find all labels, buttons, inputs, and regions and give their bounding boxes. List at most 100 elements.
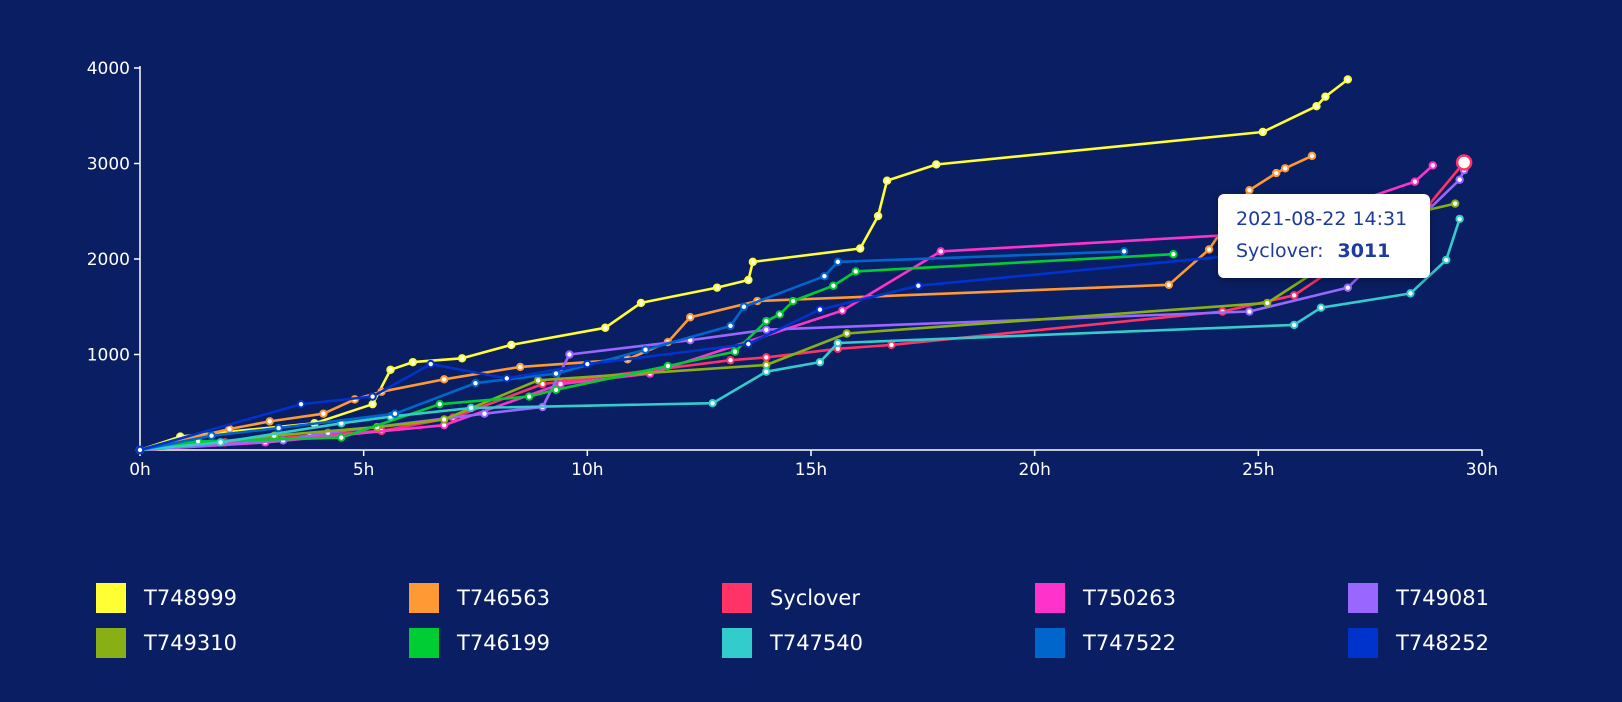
data-point[interactable] [762,360,771,370]
data-point[interactable] [1410,177,1420,186]
data-point[interactable] [842,329,851,338]
data-point[interactable] [873,211,883,221]
data-point[interactable] [1312,102,1321,111]
data-point[interactable] [274,423,283,433]
series-line[interactable] [139,252,1174,452]
series-t748252[interactable] [135,249,1263,455]
data-point[interactable] [1450,199,1460,208]
data-point[interactable] [726,321,735,331]
legend-item-t748252[interactable]: T748252 [1348,628,1489,658]
data-point[interactable] [1406,289,1415,298]
data-point[interactable] [663,361,673,371]
data-point[interactable] [856,244,865,253]
data-point[interactable] [435,399,444,409]
data-point[interactable] [368,399,377,409]
data-point[interactable] [386,365,395,374]
data-point[interactable] [466,403,476,413]
legend-item-t749081[interactable]: T749081 [1348,583,1489,613]
data-point[interactable] [744,339,753,349]
data-point[interactable] [225,424,234,434]
legend-item-t746199[interactable]: T746199 [409,628,550,658]
legend-item-t750263[interactable]: T750263 [1035,583,1176,613]
data-point[interactable] [296,399,306,409]
data-point[interactable] [390,409,400,418]
data-point[interactable] [1428,161,1437,170]
data-point[interactable] [1343,283,1353,292]
data-point[interactable] [1280,164,1290,173]
data-point[interactable] [439,415,449,424]
series-t746563[interactable] [135,151,1317,455]
data-point[interactable] [1245,186,1254,195]
data-point[interactable] [762,367,771,376]
data-point[interactable] [833,257,843,267]
data-point[interactable] [730,347,740,356]
data-point[interactable] [762,316,771,326]
data-point[interactable] [135,445,145,455]
data-point[interactable] [1343,75,1353,84]
data-point[interactable] [815,305,825,314]
data-point[interactable] [601,323,610,332]
data-point[interactable] [686,313,695,322]
data-point[interactable] [516,362,525,372]
data-point[interactable] [1442,255,1451,265]
data-point[interactable] [1272,168,1281,178]
data-point[interactable] [1455,175,1464,184]
data-point[interactable] [1119,247,1129,256]
data-point[interactable] [565,350,574,359]
legend-item-syclover[interactable]: Syclover [722,583,860,613]
data-point[interactable] [551,385,561,395]
data-point[interactable] [1204,245,1214,254]
data-point[interactable] [1307,151,1317,161]
data-point[interactable] [641,345,650,354]
data-point[interactable] [1258,127,1268,137]
data-point[interactable] [1316,303,1326,312]
series-line[interactable] [139,78,1349,452]
data-point[interactable] [524,392,534,401]
data-point[interactable] [914,281,923,290]
data-point[interactable] [739,302,749,311]
data-point[interactable] [457,354,467,363]
data-point[interactable] [1245,307,1254,316]
legend-item-t747522[interactable]: T747522 [1035,628,1176,658]
data-point[interactable] [319,409,328,418]
data-point[interactable] [762,353,771,362]
data-point[interactable] [1321,92,1330,101]
data-point[interactable] [471,378,480,388]
data-point[interactable] [838,306,847,315]
series-t748999[interactable] [135,75,1353,455]
series-t746199[interactable] [135,250,1178,455]
data-point[interactable] [829,281,838,290]
data-point[interactable] [775,310,784,319]
data-point[interactable] [480,409,489,418]
data-point[interactable] [833,338,843,348]
data-point[interactable] [748,257,758,267]
data-point[interactable] [583,359,592,369]
highlighted-point[interactable] [1455,154,1473,171]
data-point[interactable] [533,376,543,385]
data-point[interactable] [1263,298,1272,308]
legend-item-t746563[interactable]: T746563 [409,583,550,613]
data-point[interactable] [556,379,565,389]
data-point[interactable] [726,356,735,365]
data-point[interactable] [788,296,798,306]
data-point[interactable] [882,176,892,185]
data-point[interactable] [1455,214,1464,224]
series-line[interactable] [139,218,1461,452]
data-point[interactable] [408,357,418,367]
legend-item-t748999[interactable]: T748999 [96,583,237,613]
data-point[interactable] [851,267,860,276]
data-point[interactable] [207,431,216,440]
series-line[interactable] [139,154,1313,452]
data-point[interactable] [887,340,896,350]
data-point[interactable] [712,283,722,292]
data-point[interactable] [744,275,753,285]
data-point[interactable] [815,357,825,367]
data-point[interactable] [426,359,435,369]
data-point[interactable] [216,438,225,447]
data-point[interactable] [265,417,274,426]
data-point[interactable] [708,399,717,408]
data-point[interactable] [1289,291,1299,300]
data-point[interactable] [820,271,829,281]
data-point[interactable] [762,325,771,334]
data-point[interactable] [1169,250,1178,259]
